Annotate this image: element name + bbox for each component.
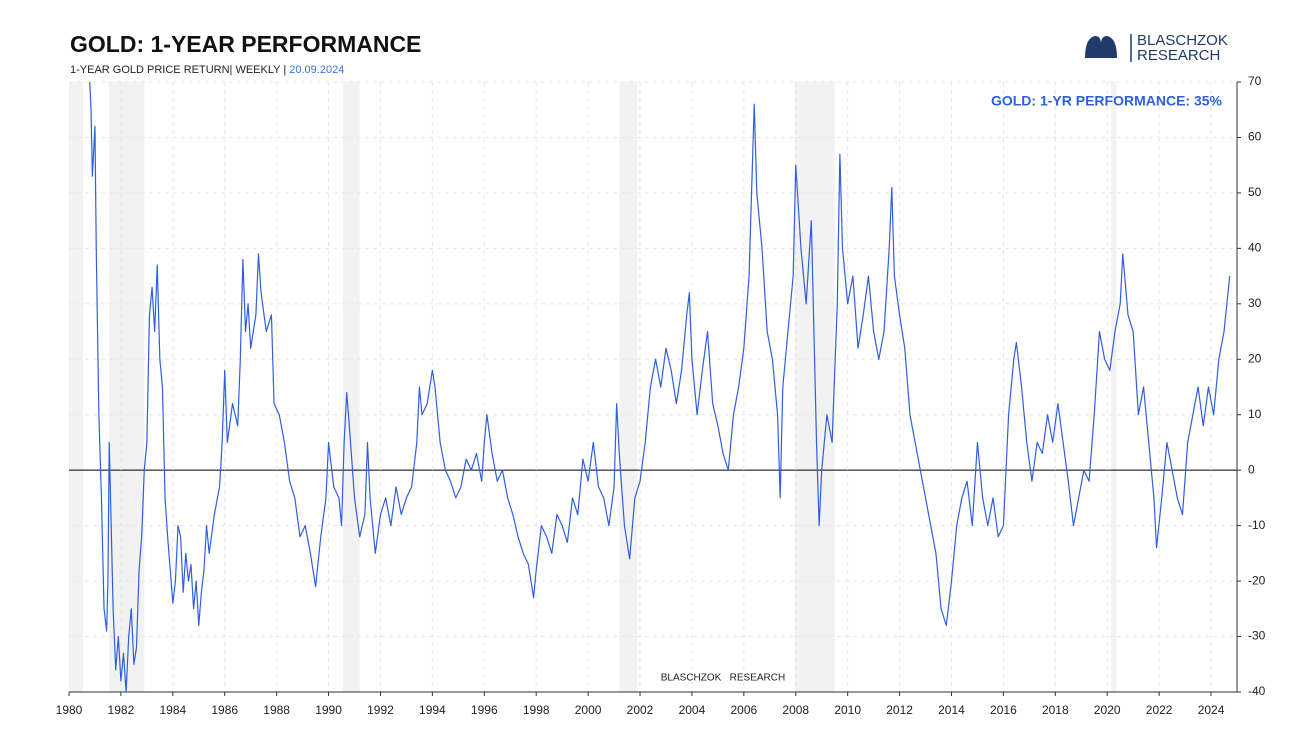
y-tick-label: 30	[1248, 296, 1262, 310]
y-tick-label: -40	[1248, 684, 1266, 698]
y-tick-label: 40	[1248, 241, 1262, 255]
chart-subtitle: 1-YEAR GOLD PRICE RETURN| WEEKLY | 20.09…	[70, 64, 344, 76]
x-tick-label: 1998	[523, 703, 550, 717]
plot-area: -40 -30 -20 -10 0 10 20 30 40 50 60 70 1980 1982 1984 1…	[56, 74, 1266, 717]
y-tick-label: 0	[1248, 462, 1255, 476]
x-tick-label: 1984	[159, 703, 186, 717]
x-tick-label: 1990	[315, 703, 342, 717]
x-tick-label: 2016	[990, 703, 1017, 717]
x-tick-label: 1994	[419, 703, 446, 717]
y-tick-label: 70	[1248, 74, 1262, 88]
watermark: BLASCHZOK RESEARCH	[661, 673, 785, 684]
y-tick-label: 20	[1248, 351, 1262, 365]
subtitle-text: 1-YEAR GOLD PRICE RETURN| WEEKLY |	[70, 64, 286, 76]
x-tick-label: 1982	[108, 703, 135, 717]
price-return-line	[89, 81, 1231, 693]
logo-line1: BLASCHZOK	[1137, 32, 1228, 49]
y-tick-label: -10	[1248, 518, 1266, 532]
x-tick-label: 1980	[56, 703, 83, 717]
logo-icon	[1085, 36, 1117, 58]
x-tick-label: 2022	[1146, 703, 1173, 717]
y-tick-label: 60	[1248, 130, 1262, 144]
recession-band	[1111, 82, 1117, 692]
annotation: GOLD: 1-YR PERFORMANCE: 35%	[991, 93, 1223, 109]
recession-band	[109, 82, 145, 692]
logo: BLASCHZOK RESEARCH	[1085, 32, 1228, 64]
y-tick-label: 10	[1248, 407, 1262, 421]
x-tick-label: 2008	[782, 703, 809, 717]
y-tick-label: -30	[1248, 629, 1266, 643]
x-tick-label: 2024	[1198, 703, 1225, 717]
x-tick-label: 2004	[679, 703, 706, 717]
subtitle-date: 20.09.2024	[289, 64, 344, 76]
x-tick-label: 1992	[367, 703, 394, 717]
recession-band	[794, 82, 835, 692]
recession-band	[619, 82, 638, 692]
x-tick-label: 2006	[730, 703, 757, 717]
y-tick-label: -20	[1248, 573, 1266, 587]
x-tick-label: 1986	[211, 703, 238, 717]
recession-band	[342, 82, 360, 692]
logo-line2: RESEARCH	[1137, 47, 1220, 64]
y-tick-label: 50	[1248, 185, 1262, 199]
x-tick-label: 2018	[1042, 703, 1069, 717]
x-tick-label: 2002	[627, 703, 654, 717]
x-tick-label: 1988	[263, 703, 290, 717]
x-tick-label: 2014	[938, 703, 965, 717]
recession-band	[69, 82, 84, 692]
x-tick-label: 2010	[834, 703, 861, 717]
chart-title: GOLD: 1-YEAR PERFORMANCE	[70, 31, 421, 57]
x-tick-label: 2012	[886, 703, 913, 717]
x-tick-label: 2000	[575, 703, 602, 717]
x-tick-label: 1996	[471, 703, 498, 717]
x-tick-label: 2020	[1094, 703, 1121, 717]
